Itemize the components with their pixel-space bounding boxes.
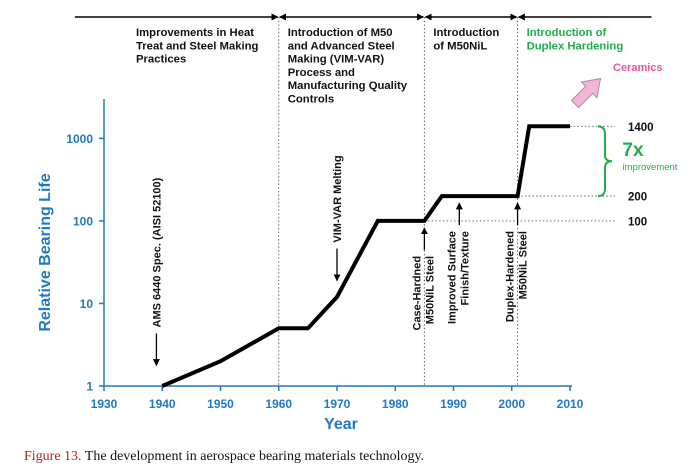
era-label: Controls (288, 94, 334, 106)
milestone-label: Duplex-Hardened (505, 231, 517, 322)
era-label: Introduction of M50 (288, 27, 393, 39)
milestone-label: VIM-VAR Melting (332, 155, 344, 242)
era-label: of M50NiL (433, 40, 487, 52)
reference-label: 1400 (628, 122, 654, 134)
y-axis-label: Relative Bearing Life (37, 173, 54, 331)
y-tick-label: 1000 (66, 132, 93, 146)
x-axis-label: Year (324, 416, 358, 433)
axis-layer: Year Relative Bearing Life 1930 1940 1950 1… (37, 99, 584, 433)
figure-caption-label: Figure 13. (24, 449, 82, 464)
x-tick-label: 2010 (557, 397, 584, 411)
milestone-label: Finish/Texture (459, 231, 471, 305)
era-label: Introduction of (527, 27, 607, 39)
x-tick-label: 1960 (265, 397, 292, 411)
milestone-label: Improved Surface (446, 231, 458, 324)
improvement-label: improvement (623, 162, 678, 173)
x-tick-label: 1970 (324, 397, 351, 411)
improvement-brace (597, 125, 613, 198)
series-line (161, 124, 570, 388)
era-label: Improvements in Heat (136, 27, 254, 39)
figure-caption: Figure 13. The development in aerospace … (24, 449, 424, 465)
x-tick-label: 1990 (440, 397, 467, 411)
ceramics-label: Ceramics (613, 62, 663, 74)
annotation-layer: 7x improvement Ceramics (570, 62, 678, 198)
y-tick-label: 100 (73, 214, 93, 228)
y-tick-label: 10 (80, 297, 94, 311)
x-tick-label: 1940 (149, 397, 176, 411)
y-tick-label: 1 (86, 380, 93, 394)
x-tick-label: 2000 (498, 397, 525, 411)
milestone-label: AMS 6440 Spec. (AISI 52100) (151, 177, 163, 327)
reference-layer: 1400 200 100 (424, 122, 654, 228)
era-label: Introduction (433, 27, 499, 39)
x-tick-label: 1950 (207, 397, 234, 411)
reference-label: 200 (628, 192, 647, 204)
reference-label: 100 (628, 216, 647, 228)
era-label: Process and (288, 67, 355, 79)
era-label: Duplex Hardening (527, 40, 624, 52)
era-label: Making (VIM-VAR) (288, 54, 385, 66)
era-label: and Advanced Steel (288, 40, 395, 52)
milestone-label: M50NiL Steel (424, 256, 436, 324)
milestone-label: M50NiL Steel (518, 231, 530, 299)
era-label: Practices (136, 54, 186, 66)
era-label: Manufacturing Quality (288, 80, 408, 92)
ceramics-arrow-icon (570, 77, 602, 109)
milestone-layer: AMS 6440 Spec. (AISI 52100) VIM-VAR Melti… (151, 155, 530, 367)
series-layer (161, 124, 570, 388)
milestone-label: Case-Hardned (411, 256, 423, 331)
figure-caption-text: The development in aerospace bearing mat… (84, 449, 425, 464)
era-label: Treat and Steel Making (136, 40, 259, 52)
improvement-factor: 7x (622, 140, 644, 161)
x-tick-label: 1980 (382, 397, 409, 411)
x-tick-label: 1930 (91, 397, 118, 411)
